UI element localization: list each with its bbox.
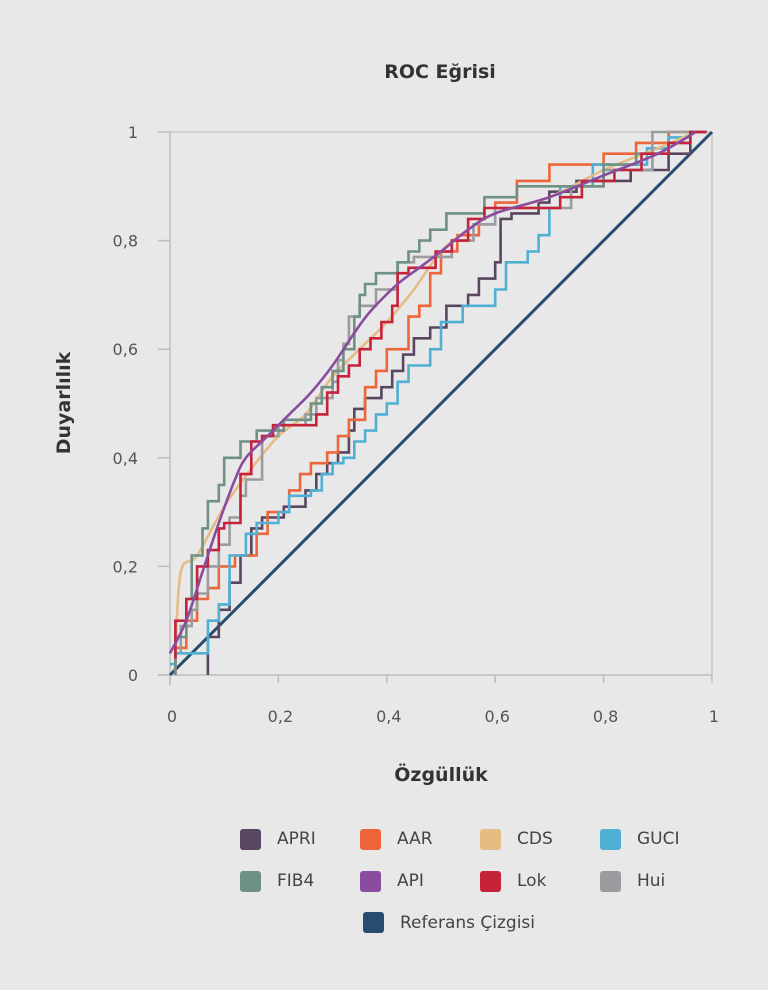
legend-swatch: [240, 828, 261, 850]
axes: 0 0,2 0,4 0,6 0,8 1 0 0,2 0,4 0,6 0,8 1: [113, 123, 720, 726]
legend-swatch: [360, 870, 381, 892]
y-tick-label: 0,6: [113, 340, 138, 359]
x-tick-label: 1: [709, 707, 719, 726]
y-axis-label: Duyarlılık: [53, 351, 75, 454]
legend-row: FIB4 API Lok Hui: [240, 860, 720, 902]
series-line-fib4: [174, 130, 707, 675]
x-tick-label: 0,8: [593, 707, 618, 726]
legend-swatch: [600, 828, 621, 850]
legend-swatch: [363, 912, 384, 933]
x-tick-label: 0,6: [484, 707, 509, 726]
y-tick-label: 0,8: [113, 232, 138, 251]
series-line-cds: [174, 130, 697, 654]
legend-item-guci: GUCI: [600, 828, 720, 850]
legend-label: FIB4: [277, 871, 315, 891]
legend-label: Lok: [517, 871, 547, 891]
series-line-hui: [179, 130, 707, 654]
legend: APRI AAR CDS GUCI FIB4 API Lok Hui: [240, 818, 720, 902]
legend-item-cds: CDS: [480, 828, 600, 850]
y-tick-label: 0,4: [113, 449, 138, 468]
y-tick-label: 0,2: [113, 557, 138, 576]
series-line-api: [168, 130, 697, 654]
legend-label: GUCI: [637, 829, 680, 849]
y-tick-label: 1: [128, 123, 138, 142]
legend-item-hui: Hui: [600, 870, 720, 892]
x-tick-label: 0,2: [268, 707, 293, 726]
series-line-referans-izgisi: [168, 130, 714, 677]
legend-swatch: [480, 828, 501, 850]
legend-swatch: [240, 870, 261, 892]
legend-item-fib4: FIB4: [240, 870, 360, 892]
legend-item-api: API: [360, 870, 480, 892]
series-line-apri: [206, 130, 707, 675]
legend-swatch: [600, 870, 621, 892]
legend-label: AAR: [397, 829, 433, 849]
legend-label: APRI: [277, 829, 316, 849]
x-tick-label: 0,4: [376, 707, 401, 726]
series-line-lok: [174, 130, 707, 659]
legend-item-lok: Lok: [480, 870, 600, 892]
legend-label: Hui: [637, 871, 666, 891]
legend-item-apri: APRI: [240, 828, 360, 850]
legend-label: Referans Çizgisi: [400, 912, 536, 933]
legend-swatch: [360, 828, 381, 850]
legend-swatch: [480, 870, 501, 892]
legend-item-reference: Referans Çizgisi: [363, 912, 535, 933]
legend-label: CDS: [517, 829, 553, 849]
x-axis-label: Özgüllük: [394, 762, 488, 786]
legend-row: APRI AAR CDS GUCI: [240, 818, 720, 860]
series-line-aar: [174, 130, 702, 675]
legend-label: API: [397, 871, 424, 891]
series-line-guci: [170, 130, 707, 666]
legend-item-aar: AAR: [360, 828, 480, 850]
chart-title: ROC Eğrisi: [384, 61, 496, 83]
x-tick-label: 0: [167, 707, 177, 726]
series-group: [168, 130, 714, 677]
y-tick-label: 0: [128, 666, 138, 685]
